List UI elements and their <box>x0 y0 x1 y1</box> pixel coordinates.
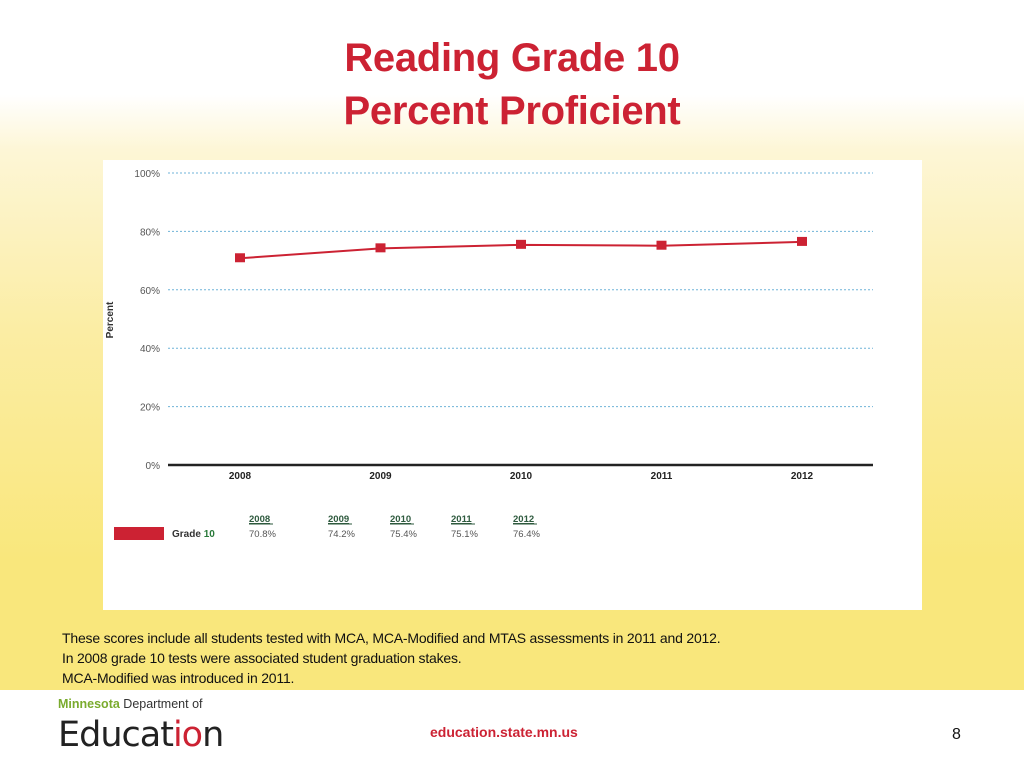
power-apple-icon: io <box>172 715 203 755</box>
y-tick-label: 40% <box>140 344 160 355</box>
line-chart: 0% 20% 40% 60% 80% 100% Percent 2008 2009 2010 201… <box>105 169 873 540</box>
legend-value: 75.4% <box>390 529 417 540</box>
chart-panel: 0% 20% 40% 60% 80% 100% Percent 2008 2009 2010 201… <box>103 160 922 610</box>
legend-year-link[interactable]: 2008 <box>249 514 270 525</box>
logo-wordmark: Education <box>58 715 224 755</box>
title-line-1: Reading Grade 10 <box>344 36 680 80</box>
slide-notes: These scores include all students tested… <box>62 628 962 688</box>
data-point-marker[interactable] <box>656 240 667 250</box>
y-tick-label: 20% <box>140 403 160 414</box>
legend-value: 75.1% <box>451 529 478 540</box>
y-tick-label: 0% <box>146 461 161 472</box>
footer: Minnesota Department of Education educat… <box>0 690 1024 768</box>
note-line-3: MCA-Modified was introduced in 2011. <box>62 670 295 686</box>
data-point-marker[interactable] <box>235 253 245 263</box>
slide-title: Reading Grade 10 Percent Proficient <box>0 32 1024 138</box>
legend-year-link[interactable]: 2010 <box>390 514 411 525</box>
legend-value: 70.8% <box>249 529 276 540</box>
legend-year-link[interactable]: 2011 <box>451 514 472 525</box>
x-tick-label: 2011 <box>651 471 673 482</box>
logo-tagline: Minnesota Department of <box>58 697 203 711</box>
x-tick-label: 2009 <box>369 471 392 482</box>
title-line-2: Percent Proficient <box>343 89 681 133</box>
data-point-marker[interactable] <box>516 239 526 249</box>
x-tick-label: 2008 <box>229 471 252 482</box>
data-point-marker[interactable] <box>375 243 386 253</box>
x-tick-label: 2010 <box>510 471 533 482</box>
legend-value: 74.2% <box>328 529 355 540</box>
y-tick-label: 60% <box>140 286 160 297</box>
legend-swatch <box>114 527 164 540</box>
page-number: 8 <box>952 726 961 743</box>
data-point-marker[interactable] <box>797 236 807 246</box>
note-line-1: These scores include all students tested… <box>62 630 721 646</box>
legend-year-link[interactable]: 2009 <box>328 514 349 525</box>
mde-logo: Minnesota Department of Education <box>58 695 228 760</box>
y-tick-label: 100% <box>134 169 160 180</box>
legend-value: 76.4% <box>513 529 540 540</box>
y-tick-label: 80% <box>140 227 160 238</box>
y-axis-label: Percent <box>105 301 116 338</box>
legend-label: Grade 10 <box>172 529 215 540</box>
legend-year-link[interactable]: 2012 <box>513 514 534 525</box>
website-url[interactable]: education.state.mn.us <box>430 724 578 740</box>
x-tick-label: 2012 <box>791 471 814 482</box>
note-line-2: In 2008 grade 10 tests were associated s… <box>62 650 462 666</box>
